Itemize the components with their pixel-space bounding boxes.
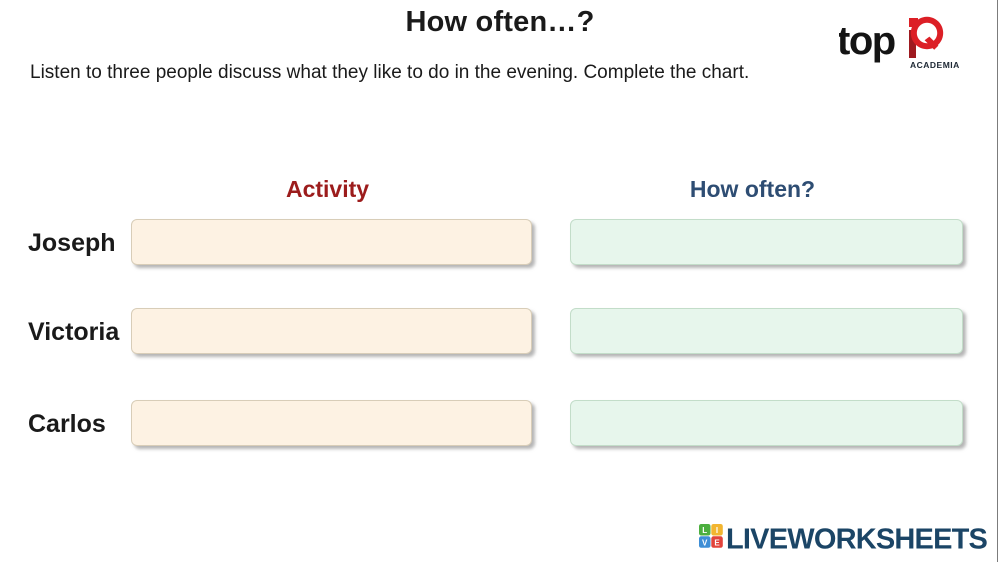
svg-text:E: E bbox=[714, 539, 720, 548]
svg-text:top: top bbox=[839, 19, 895, 63]
svg-text:V: V bbox=[702, 539, 708, 548]
svg-text:L: L bbox=[702, 526, 707, 535]
svg-text:I: I bbox=[716, 526, 718, 535]
svg-text:ACADEMIA: ACADEMIA bbox=[910, 60, 960, 70]
svg-text:LIVEWORKSHEETS: LIVEWORKSHEETS bbox=[726, 524, 988, 554]
